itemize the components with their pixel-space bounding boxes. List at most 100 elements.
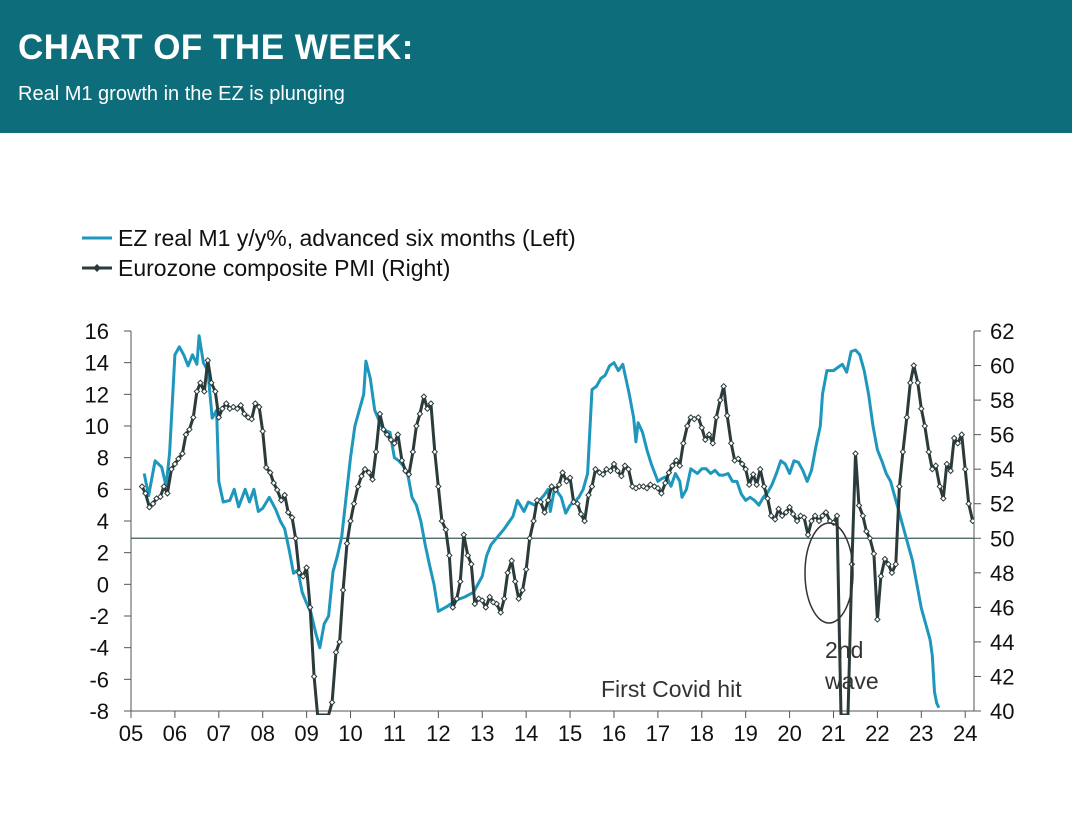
pmi-point-marker	[738, 460, 746, 468]
legend-pmi-label: Eurozone composite PMI (Right)	[118, 255, 450, 281]
pmi-point-marker	[179, 450, 186, 457]
pmi-point-marker	[204, 357, 212, 364]
pmi-point-marker	[372, 448, 380, 456]
pmi-point-marker	[193, 388, 201, 395]
pmi-point-marker	[720, 382, 728, 390]
pmi-point-marker	[186, 426, 193, 433]
pmi-point-marker	[544, 496, 552, 504]
pmi-point-marker	[936, 483, 944, 490]
pmi-point-marker	[778, 512, 786, 520]
pmi-point-marker	[380, 426, 387, 433]
pmi-point-marker	[449, 604, 457, 611]
pmi-point-marker	[903, 414, 911, 421]
pmi-point-marker	[445, 552, 453, 559]
pmi-point-marker	[383, 431, 391, 438]
pmi-point-marker	[658, 490, 665, 497]
y-right-tick-label: 54	[990, 457, 1014, 482]
pmi-point-marker	[456, 578, 464, 585]
pmi-point-marker	[149, 500, 157, 508]
pmi-point-marker	[643, 484, 651, 492]
pmi-point-marker	[343, 540, 351, 547]
x-tick-label: 21	[821, 721, 845, 746]
series-m1-line	[142, 334, 941, 709]
pmi-point-marker	[570, 498, 577, 506]
y-left-tick-label: -4	[89, 636, 109, 661]
pmi-point-marker	[892, 560, 900, 568]
pmi-point-marker	[943, 460, 951, 468]
pmi-point-marker	[548, 483, 555, 490]
pmi-point-marker	[672, 457, 680, 464]
pmi-point-marker	[339, 586, 347, 594]
pmi-point-marker	[262, 464, 270, 471]
pmi-point-marker	[160, 483, 168, 490]
x-tick-label: 06	[163, 721, 187, 746]
pmi-point-marker	[852, 450, 859, 457]
pmi-point-marker	[701, 436, 709, 444]
pmi-point-marker	[522, 566, 530, 573]
pmi-point-marker	[361, 465, 369, 473]
x-tick-label: 16	[602, 721, 626, 746]
pmi-point-marker	[266, 469, 274, 476]
page-subtitle: Real M1 growth in the EZ is plunging	[18, 83, 345, 105]
pmi-point-marker	[237, 401, 245, 409]
x-tick-label: 12	[426, 721, 450, 746]
pmi-point-marker	[394, 431, 402, 438]
x-tick-label: 15	[558, 721, 582, 746]
pmi-point-marker	[164, 490, 171, 497]
y-left-tick-label: 2	[97, 541, 109, 566]
pmi-point-marker	[533, 496, 541, 504]
y-left-tick-label: 0	[97, 572, 109, 597]
pmi-point-marker	[486, 593, 494, 601]
pmi-point-marker	[295, 569, 303, 577]
pmi-point-marker	[182, 431, 190, 438]
pmi-point-marker	[749, 471, 757, 478]
pmi-point-marker	[588, 483, 596, 490]
pmi-point-marker	[621, 462, 629, 470]
pmi-point-marker	[405, 471, 413, 478]
pmi-point-marker	[764, 495, 771, 502]
pmi-point-marker	[508, 557, 516, 565]
pmi-point-marker	[965, 500, 973, 508]
pmi-point-marker	[712, 414, 720, 421]
pmi-point-marker	[273, 486, 281, 494]
pmi-point-marker	[222, 400, 230, 407]
pmi-point-marker	[493, 600, 501, 608]
pmi-point-marker	[819, 512, 826, 520]
pmi-point-marker	[599, 471, 607, 478]
pmi-point-marker	[478, 597, 486, 604]
pmi-point-marker	[500, 595, 508, 603]
pmi-point-marker	[350, 500, 358, 508]
x-tick-label: 19	[733, 721, 757, 746]
pmi-point-marker	[881, 555, 889, 563]
pmi-point-marker	[211, 388, 219, 395]
pmi-point-marker	[244, 414, 252, 421]
pmi-point-marker	[581, 517, 588, 525]
pmi-point-marker	[281, 491, 289, 499]
pmi-point-marker	[306, 604, 314, 611]
pmi-point-marker	[771, 515, 779, 523]
pmi-point-marker	[921, 422, 929, 430]
y-left-tick-label: 6	[97, 477, 109, 502]
pmi-point-marker	[866, 534, 874, 542]
pmi-point-marker	[734, 455, 742, 463]
pmi-point-marker	[723, 412, 731, 419]
pmi-point-marker	[563, 477, 570, 485]
pmi-point-marker	[530, 517, 537, 525]
pmi-point-marker	[614, 467, 621, 475]
pmi-point-marker	[157, 493, 164, 501]
pmi-point-marker	[416, 410, 424, 418]
pmi-point-marker	[299, 572, 307, 580]
pmi-point-marker	[519, 586, 526, 594]
pmi-point-marker	[969, 517, 974, 525]
pmi-point-marker	[899, 448, 907, 456]
pmi-point-marker	[833, 512, 841, 520]
pmi-point-marker	[504, 569, 512, 577]
pmi-point-marker	[914, 379, 922, 387]
pmi-point-marker	[255, 403, 263, 411]
pmi-point-marker	[511, 578, 519, 585]
pmi-point-marker	[585, 491, 592, 499]
x-tick-label: 13	[470, 721, 494, 746]
pmi-point-marker	[888, 569, 896, 577]
y-right-tick-label: 40	[990, 699, 1014, 724]
pmi-point-marker	[727, 439, 735, 447]
